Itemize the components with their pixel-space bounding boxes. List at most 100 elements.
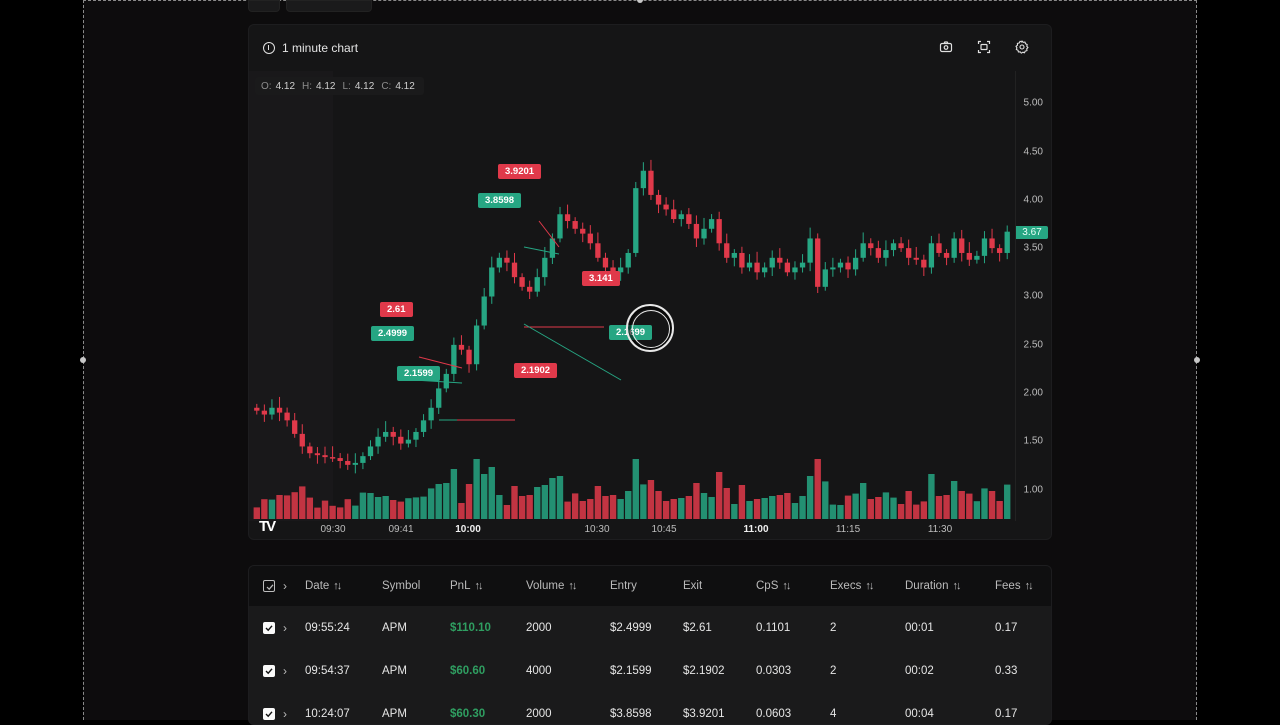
cell-duration: 00:02 <box>905 664 934 677</box>
settings-icon[interactable] <box>1015 40 1029 54</box>
cell-pnl: $60.30 <box>450 707 486 720</box>
sort-icon: ↑↓ <box>865 580 874 592</box>
candlestick-series <box>253 159 1011 519</box>
trade-label-buy[interactable]: 2.1599 <box>397 366 441 381</box>
chart-plot-area[interactable]: TV <box>249 71 1015 535</box>
trade-label-sell[interactable]: 2.1902 <box>514 363 558 378</box>
expand-row-chevron-icon[interactable]: › <box>283 706 287 721</box>
cell-cps: 0.1101 <box>756 621 791 634</box>
row-checkbox[interactable] <box>263 664 275 677</box>
trades-table: › Date ↑↓ Symbol PnL ↑↓ Volume ↑↓ Entry Exi… <box>248 565 1052 725</box>
info-icon[interactable] <box>263 42 275 54</box>
frame-handle-left[interactable] <box>80 357 86 363</box>
cell-exit: $2.1902 <box>683 664 725 677</box>
top-tabs <box>248 0 372 12</box>
column-header-duration[interactable]: Duration ↑↓ <box>905 580 961 592</box>
price-tick: 1.00 <box>1023 484 1043 496</box>
time-tick: 09:30 <box>320 524 346 535</box>
expand-row-chevron-icon[interactable]: › <box>283 663 287 678</box>
fullscreen-icon[interactable] <box>977 40 991 54</box>
ohlc-high: 4.12 <box>316 80 336 92</box>
column-header-date[interactable]: Date ↑↓ <box>305 580 342 592</box>
time-axis[interactable]: 09:30 09:41 10:00 10:30 10:45 11:00 11:1… <box>249 521 1015 539</box>
chart-toolbar <box>939 40 1029 54</box>
table-body: › 09:55:24 APM $110.10 2000 $2.4999 $2.6… <box>249 606 1051 724</box>
column-header-entry[interactable]: Entry <box>610 580 637 592</box>
sort-icon: ↑↓ <box>1024 580 1034 592</box>
price-axis[interactable]: 5.00 4.50 4.00 3.50 3.00 2.50 2.00 1.50 … <box>1015 71 1051 521</box>
premarket-shade <box>249 71 333 521</box>
ohlc-close: 4.12 <box>395 80 415 92</box>
chart-header: 1 minute chart <box>249 25 1051 71</box>
time-tick: 10:00 <box>455 524 481 535</box>
frame-handle-right[interactable] <box>1194 357 1200 363</box>
ohlc-open: 4.12 <box>275 80 296 92</box>
trade-label-buy[interactable]: 3.8598 <box>478 193 522 208</box>
cell-symbol: APM <box>382 621 407 634</box>
cell-exit: $2.61 <box>683 621 712 634</box>
cell-cps: 0.0603 <box>756 707 792 720</box>
cell-date: 09:54:37 <box>305 664 350 677</box>
price-tick: 3.00 <box>1023 290 1043 302</box>
cell-pnl: $60.60 <box>450 664 486 677</box>
price-tick: 1.50 <box>1023 435 1043 447</box>
cell-pnl: $110.10 <box>450 621 491 634</box>
cell-exit: $3.9201 <box>683 707 725 720</box>
cell-fees: 0.17 <box>995 621 1018 634</box>
expand-row-chevron-icon[interactable]: › <box>283 620 287 635</box>
column-header-pnl[interactable]: PnL ↑↓ <box>450 580 483 592</box>
cell-execs: 4 <box>830 707 837 720</box>
column-header-cps[interactable]: CpS ↑↓ <box>756 580 791 592</box>
sort-icon: ↑↓ <box>474 580 483 592</box>
time-tick: 11:30 <box>927 524 953 535</box>
sort-icon: ↑↓ <box>952 580 961 592</box>
column-header-symbol[interactable]: Symbol <box>382 580 421 592</box>
chart-title-label: 1 minute chart <box>282 41 359 55</box>
column-header-execs[interactable]: Execs ↑↓ <box>830 580 874 592</box>
cell-symbol: APM <box>382 664 407 677</box>
top-tab[interactable] <box>286 0 372 12</box>
price-tick: 2.50 <box>1023 339 1043 351</box>
sort-icon: ↑↓ <box>782 580 791 592</box>
cell-cps: 0.0303 <box>756 664 792 677</box>
row-checkbox[interactable] <box>263 707 275 720</box>
cell-duration: 00:04 <box>905 707 934 720</box>
trade-label-buy[interactable]: 2.4999 <box>371 326 415 341</box>
column-header-volume[interactable]: Volume ↑↓ <box>526 580 577 592</box>
cell-execs: 2 <box>830 664 837 677</box>
trade-label-sell[interactable]: 3.9201 <box>498 164 542 179</box>
time-tick: 11:00 <box>743 524 769 535</box>
time-tick: 10:30 <box>584 524 610 535</box>
cell-date: 09:55:24 <box>305 621 350 634</box>
column-header-exit[interactable]: Exit <box>683 580 703 592</box>
trade-label-sell[interactable]: 2.61 <box>380 302 413 317</box>
row-checkbox[interactable] <box>263 621 275 634</box>
frame-handle-top[interactable] <box>637 0 643 3</box>
ohlc-low: 4.12 <box>354 80 375 92</box>
price-tick: 4.00 <box>1023 194 1043 206</box>
trade-label-sell[interactable]: 3.141 <box>582 271 620 286</box>
table-row[interactable]: › 10:24:07 APM $60.30 2000 $3.8598 $3.92… <box>249 692 1051 724</box>
tradingview-logo[interactable]: TV <box>259 518 276 535</box>
chart-panel: 1 minute chart TV O: 4.12 H: 4.12 L: 4.12 C… <box>248 24 1052 540</box>
cell-volume: 2000 <box>526 707 552 720</box>
cell-entry: $2.4999 <box>610 621 652 634</box>
cell-execs: 2 <box>830 621 837 634</box>
cell-duration: 00:01 <box>905 621 934 634</box>
cell-entry: $3.8598 <box>610 707 652 720</box>
select-all-checkbox[interactable] <box>263 580 275 592</box>
expand-all-chevron-icon[interactable]: › <box>283 579 287 593</box>
ohlc-legend: O: 4.12 H: 4.12 L: 4.12 C: 4.12 <box>255 77 424 95</box>
sort-icon: ↑↓ <box>568 580 577 592</box>
camera-icon[interactable] <box>939 40 953 54</box>
table-row[interactable]: › 09:54:37 APM $60.60 4000 $2.1599 $2.19… <box>249 649 1051 692</box>
current-price-tag: 3.67 <box>1016 226 1048 239</box>
column-header-fees[interactable]: Fees ↑↓ <box>995 580 1034 592</box>
cell-date: 10:24:07 <box>305 707 350 720</box>
table-row[interactable]: › 09:55:24 APM $110.10 2000 $2.4999 $2.6… <box>249 606 1051 649</box>
cursor-indicator <box>626 304 674 352</box>
cell-fees: 0.33 <box>995 664 1018 677</box>
price-tick: 2.00 <box>1023 387 1043 399</box>
cell-fees: 0.17 <box>995 707 1018 720</box>
top-tab[interactable] <box>248 0 280 12</box>
